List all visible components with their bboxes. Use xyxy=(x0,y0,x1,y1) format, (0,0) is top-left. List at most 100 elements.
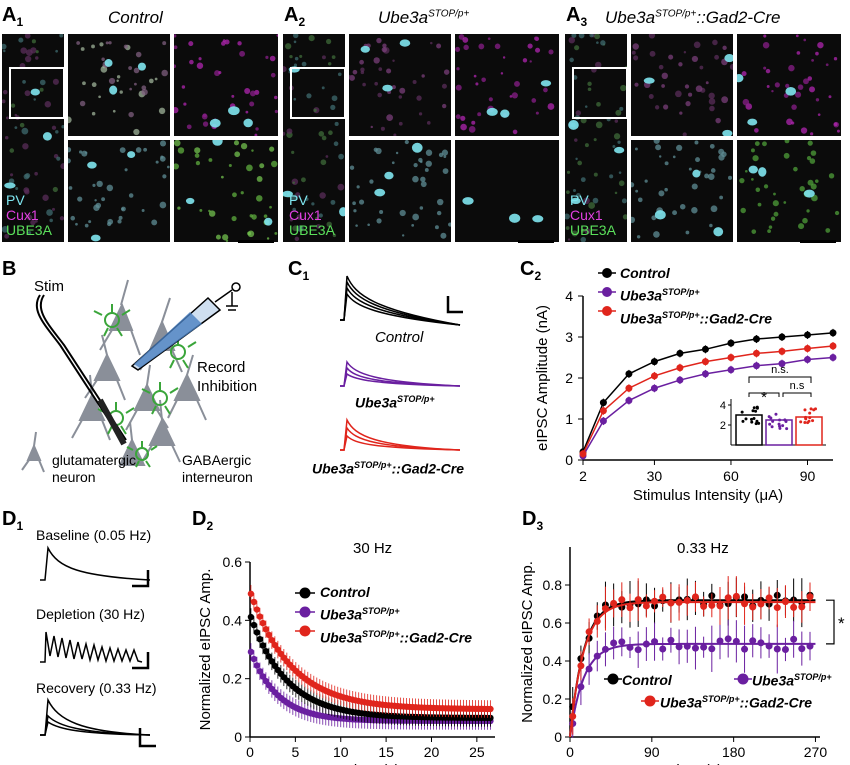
data-point xyxy=(765,642,773,650)
micrograph-image xyxy=(174,34,278,136)
cell-dot xyxy=(177,147,185,154)
pv-cell xyxy=(382,84,393,92)
cell-dot xyxy=(293,63,298,67)
cell-dot xyxy=(710,205,718,213)
cell-dot xyxy=(636,235,641,239)
data-point xyxy=(829,329,837,337)
cell-dot xyxy=(661,84,665,88)
data-point xyxy=(601,645,609,653)
cell-dot xyxy=(535,111,539,115)
cell-dot xyxy=(321,86,325,90)
cell-dot xyxy=(20,47,27,54)
pv-cell xyxy=(500,109,510,118)
data-point xyxy=(618,638,626,646)
cell-dot xyxy=(799,186,805,192)
cell-dot xyxy=(381,46,387,53)
inset-dot xyxy=(803,420,807,424)
legend-a2: PV Cux1 UBE3A xyxy=(289,192,335,238)
data-point xyxy=(741,645,749,653)
c2-legend: Control Ube3aSTOP/p+ Ube3aSTOP/p+::Gad2-… xyxy=(620,264,772,328)
cell-dot xyxy=(269,146,275,152)
inset-dot xyxy=(799,420,803,424)
cell-dot xyxy=(77,196,83,202)
cell-dot xyxy=(331,95,338,102)
cell-dot xyxy=(691,55,699,63)
cell-dot xyxy=(337,183,345,191)
cell-dot xyxy=(757,202,762,207)
cell-dot xyxy=(167,165,170,169)
cell-dot xyxy=(133,67,140,74)
inset-dot xyxy=(803,408,807,412)
cell-dot xyxy=(215,234,221,240)
cell-dot xyxy=(784,140,790,144)
cell-dot xyxy=(767,229,771,234)
pv-cell xyxy=(30,88,40,96)
data-point xyxy=(247,648,255,656)
cell-dot xyxy=(691,183,698,190)
cell-dot xyxy=(367,223,370,227)
cell-dot xyxy=(99,42,104,47)
data-point xyxy=(634,646,642,654)
cell-dot xyxy=(709,223,713,228)
data-point xyxy=(749,603,757,611)
cell-dot xyxy=(304,197,309,201)
cell-dot xyxy=(52,186,58,193)
cell-dot xyxy=(373,57,380,64)
cell-dot xyxy=(600,40,606,46)
cell-dot xyxy=(712,39,718,46)
data-point xyxy=(667,636,675,644)
data-point xyxy=(585,665,593,673)
panel-a1-label: A1 xyxy=(2,4,24,29)
scale-bar-a1 xyxy=(238,240,274,243)
cell-dot xyxy=(531,98,537,103)
cell-dot xyxy=(300,177,306,183)
cell-dot xyxy=(487,37,491,41)
cell-dot xyxy=(728,175,733,180)
data-point xyxy=(610,639,618,647)
cell-dot xyxy=(349,165,355,170)
data-point xyxy=(601,605,609,613)
cell-dot xyxy=(708,98,716,105)
cell-dot xyxy=(547,103,555,110)
cell-dot xyxy=(722,45,727,50)
cell-dot xyxy=(68,147,72,153)
data-point xyxy=(569,712,577,720)
cell-dot xyxy=(514,80,520,87)
data-point xyxy=(691,644,699,652)
cell-dot xyxy=(436,210,442,216)
cell-dot xyxy=(326,221,332,228)
cell-dot xyxy=(356,185,360,189)
micrograph-image xyxy=(2,34,64,239)
cell-dot xyxy=(283,131,286,136)
cell-dot xyxy=(196,62,204,70)
cell-dot xyxy=(664,187,668,192)
cell-dot xyxy=(14,113,18,117)
cell-dot xyxy=(421,74,425,78)
data-point xyxy=(259,642,267,649)
data-point xyxy=(642,640,650,648)
cell-dot xyxy=(51,125,57,130)
cell-dot xyxy=(255,127,259,131)
inset-dot xyxy=(751,409,755,413)
cell-dot xyxy=(691,207,698,214)
cell-dot xyxy=(481,77,486,83)
cell-dot xyxy=(719,195,724,200)
cell-dot xyxy=(68,116,72,124)
pv-cell xyxy=(264,217,273,226)
y-tick-label: 0.2 xyxy=(543,691,563,707)
cell-dot xyxy=(311,202,315,206)
cell-dot xyxy=(128,111,134,118)
cell-dot xyxy=(189,59,194,65)
pv-cell xyxy=(724,54,733,63)
cell-dot xyxy=(594,61,602,69)
cell-dot xyxy=(715,117,721,124)
data-point xyxy=(256,613,264,620)
data-point xyxy=(626,604,634,612)
cell-dot xyxy=(739,177,745,184)
cell-dot xyxy=(174,34,177,38)
cell-dot xyxy=(39,79,46,86)
cell-dot xyxy=(460,123,467,131)
cell-dot xyxy=(292,207,296,212)
cell-dot xyxy=(174,163,180,170)
cell-dot xyxy=(648,34,656,39)
